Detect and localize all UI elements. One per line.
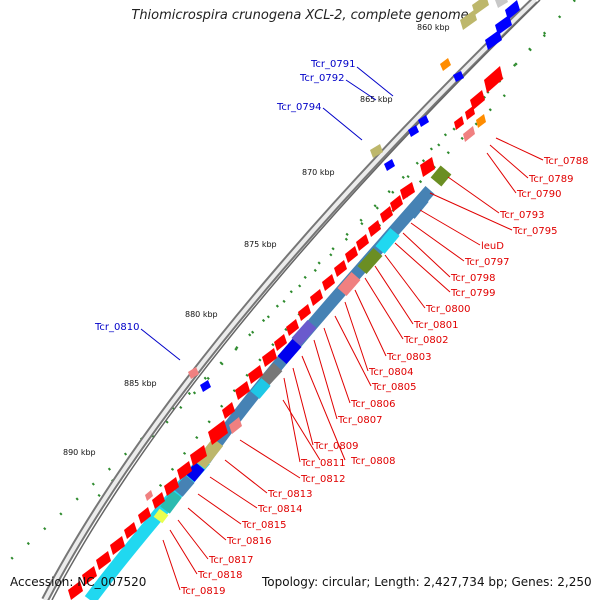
left-callouts: Tcr_0791 Tcr_0792 Tcr_0794 Tcr_0810 — [94, 59, 394, 361]
kbp-tick-label: 865 kbp — [360, 95, 393, 104]
genome-backbone — [41, 0, 541, 600]
gene-label: Tcr_0791 — [310, 59, 355, 70]
gene-label: Tcr_0788 — [543, 156, 588, 167]
gene-label: leuD — [481, 241, 504, 252]
gene-label: Tcr_0807 — [337, 415, 382, 426]
kbp-tick-label: 885 kbp — [124, 379, 157, 388]
gene-label: Tcr_0812 — [300, 474, 345, 485]
gene-label: Tcr_0803 — [386, 352, 431, 363]
gene-label: Tcr_0790 — [516, 189, 561, 200]
gene-label: Tcr_0794 — [276, 102, 321, 113]
kbp-tick-label: 875 kbp — [244, 240, 277, 249]
genome-summary-text: Topology: circular; Length: 2,427,734 bp… — [262, 575, 592, 589]
gene-label: Tcr_0818 — [197, 570, 242, 581]
gene-label: Tcr_0811 — [300, 458, 345, 469]
gene-label: Tcr_0813 — [267, 489, 312, 500]
kbp-tick-label: 890 kbp — [63, 448, 96, 457]
gene-label: Tcr_0816 — [226, 536, 271, 547]
gene-label: Tcr_0792 — [299, 73, 344, 84]
right-labels: Tcr_0788 Tcr_0789 Tcr_0790 Tcr_0793 Tcr_… — [180, 156, 588, 597]
right-callouts — [162, 137, 544, 591]
forward-gene-track — [68, 66, 503, 600]
map-title: Thiomicrospira crunogena XCL-2, complete… — [131, 8, 469, 23]
reverse-gene-track — [188, 0, 520, 392]
accession-text: Accession: NC_007520 — [10, 575, 147, 589]
gene-label: Tcr_0819 — [180, 586, 225, 597]
gene-label: Tcr_0798 — [450, 273, 495, 284]
kbp-tick-label: 880 kbp — [185, 310, 218, 319]
gene-label: Tcr_0800 — [425, 304, 470, 315]
gene-label: Tcr_0817 — [208, 555, 253, 566]
gene-label: Tcr_0815 — [241, 520, 286, 531]
gene-label: Tcr_0795 — [512, 226, 557, 237]
feature-track-inner — [84, 165, 452, 600]
gene-label: Tcr_0789 — [528, 174, 573, 185]
kbp-tick-label: 860 kbp — [417, 23, 450, 32]
gene-label: Tcr_0814 — [257, 504, 302, 515]
gene-label: Tcr_0806 — [350, 399, 395, 410]
kbp-scale: 860 kbp 865 kbp 870 kbp 875 kbp 880 kbp … — [63, 23, 450, 457]
gene-label: Tcr_0793 — [499, 210, 544, 221]
gene-label: Tcr_0804 — [368, 367, 413, 378]
kbp-tick-label: 870 kbp — [302, 168, 335, 177]
gene-label: Tcr_0799 — [450, 288, 495, 299]
gene-label: Tcr_0809 — [313, 441, 358, 452]
gene-label: Tcr_0801 — [413, 320, 458, 331]
gene-label: Tcr_0802 — [403, 335, 448, 346]
gene-label: Tcr_0810 — [94, 322, 139, 333]
gene-label: Tcr_0797 — [464, 257, 509, 268]
gene-label: Tcr_0805 — [371, 382, 416, 393]
gene-label: Tcr_0808 — [350, 456, 395, 467]
